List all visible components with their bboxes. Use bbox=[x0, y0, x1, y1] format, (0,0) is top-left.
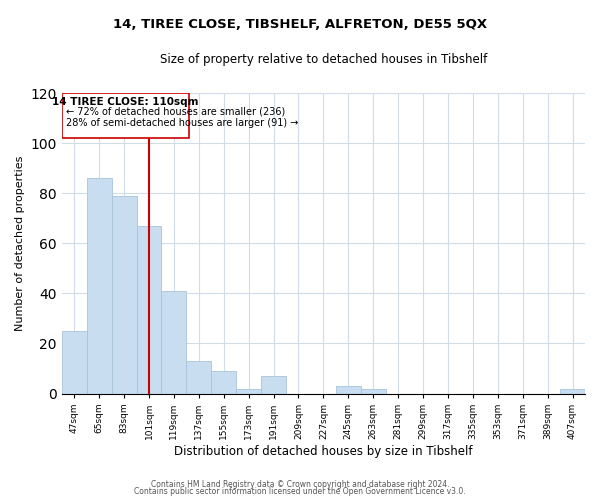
Bar bbox=[336, 386, 361, 394]
Text: ← 72% of detached houses are smaller (236): ← 72% of detached houses are smaller (23… bbox=[65, 107, 285, 117]
Bar bbox=[87, 178, 112, 394]
Text: Contains public sector information licensed under the Open Government Licence v3: Contains public sector information licen… bbox=[134, 488, 466, 496]
Bar bbox=[112, 196, 137, 394]
X-axis label: Distribution of detached houses by size in Tibshelf: Distribution of detached houses by size … bbox=[174, 444, 473, 458]
Bar bbox=[560, 388, 585, 394]
Bar bbox=[211, 371, 236, 394]
Text: 28% of semi-detached houses are larger (91) →: 28% of semi-detached houses are larger (… bbox=[65, 118, 298, 128]
Bar bbox=[261, 376, 286, 394]
FancyBboxPatch shape bbox=[62, 93, 189, 138]
Bar bbox=[137, 226, 161, 394]
Y-axis label: Number of detached properties: Number of detached properties bbox=[15, 156, 25, 331]
Text: 14 TIREE CLOSE: 110sqm: 14 TIREE CLOSE: 110sqm bbox=[52, 97, 199, 107]
Title: Size of property relative to detached houses in Tibshelf: Size of property relative to detached ho… bbox=[160, 52, 487, 66]
Bar bbox=[62, 331, 87, 394]
Text: 14, TIREE CLOSE, TIBSHELF, ALFRETON, DE55 5QX: 14, TIREE CLOSE, TIBSHELF, ALFRETON, DE5… bbox=[113, 18, 487, 30]
Bar bbox=[236, 388, 261, 394]
Bar bbox=[187, 361, 211, 394]
Bar bbox=[161, 291, 187, 394]
Text: Contains HM Land Registry data © Crown copyright and database right 2024.: Contains HM Land Registry data © Crown c… bbox=[151, 480, 449, 489]
Bar bbox=[361, 388, 386, 394]
